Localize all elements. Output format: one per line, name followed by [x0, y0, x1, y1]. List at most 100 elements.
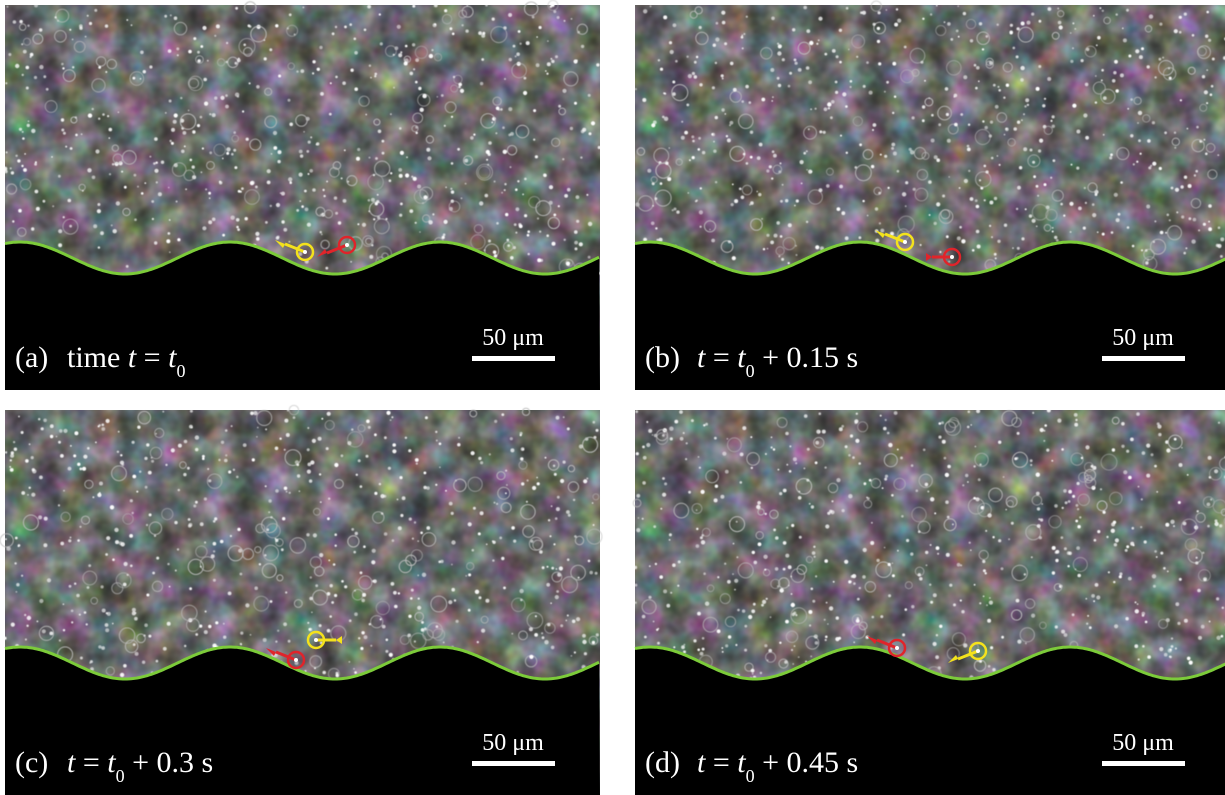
particle	[225, 105, 229, 109]
particle	[688, 74, 692, 78]
particle	[553, 543, 555, 545]
particle	[107, 115, 109, 117]
particle	[471, 451, 475, 455]
particle	[107, 612, 111, 616]
particle	[1125, 617, 1128, 620]
particle	[636, 528, 640, 532]
particle	[169, 100, 172, 103]
particle	[692, 156, 695, 159]
particle	[472, 549, 475, 552]
particle	[1004, 134, 1006, 136]
particle	[240, 632, 243, 635]
particle	[1076, 504, 1079, 507]
particle	[248, 24, 251, 27]
particle	[130, 499, 133, 502]
particle	[178, 489, 180, 491]
particle	[80, 657, 83, 660]
particle	[809, 624, 811, 626]
particle	[736, 521, 738, 523]
particle	[124, 186, 127, 189]
particle	[524, 77, 527, 80]
scale-label: 50 μm	[1112, 325, 1174, 351]
particle	[961, 610, 964, 613]
particle	[349, 661, 351, 663]
particle	[390, 172, 392, 174]
particle	[1180, 99, 1182, 101]
particle	[192, 130, 195, 133]
particle	[575, 247, 578, 250]
particle	[417, 540, 419, 542]
particle	[740, 481, 743, 484]
particle	[207, 60, 209, 62]
particle	[1132, 245, 1135, 248]
particle	[754, 561, 758, 565]
particle	[112, 558, 115, 561]
particle	[918, 530, 921, 533]
particle	[859, 236, 862, 239]
particle	[319, 473, 321, 475]
particle	[58, 229, 62, 233]
particle	[240, 191, 242, 193]
particle	[810, 108, 812, 110]
particle	[416, 463, 418, 465]
particle	[342, 81, 346, 85]
particle	[434, 4, 438, 8]
particle	[751, 669, 755, 673]
particle	[984, 165, 987, 168]
particle	[360, 485, 363, 488]
particle	[1109, 156, 1112, 159]
particle	[1151, 453, 1154, 456]
particle	[902, 192, 906, 196]
particle	[750, 131, 753, 134]
particle	[1036, 185, 1039, 188]
particle	[458, 83, 462, 87]
particle	[287, 409, 289, 411]
particle	[526, 501, 528, 503]
particle	[452, 33, 455, 36]
particle	[574, 651, 576, 653]
particle	[510, 437, 513, 440]
particle	[879, 222, 881, 224]
particle	[515, 188, 518, 191]
particle	[29, 487, 31, 489]
particle	[18, 416, 20, 418]
particle	[688, 491, 691, 494]
particle	[305, 208, 309, 212]
particle	[727, 138, 731, 142]
particle	[724, 563, 726, 565]
particle	[978, 478, 981, 481]
particle	[783, 541, 787, 545]
particle	[818, 17, 822, 21]
particle	[1029, 214, 1032, 217]
particle	[89, 22, 92, 25]
particle	[484, 249, 486, 251]
particle	[746, 16, 748, 18]
particle	[935, 655, 939, 659]
particle	[425, 416, 428, 419]
particle	[5, 538, 7, 540]
particle	[1010, 24, 1013, 27]
particle	[788, 262, 790, 264]
particle	[804, 414, 808, 418]
particle	[414, 521, 416, 523]
particle	[27, 616, 31, 620]
particle	[735, 644, 737, 646]
particle	[1008, 538, 1010, 540]
particle	[93, 224, 97, 228]
particle	[39, 28, 42, 31]
particle	[1057, 8, 1059, 10]
particle	[826, 602, 828, 604]
particle	[928, 97, 930, 99]
particle	[893, 152, 897, 156]
particle	[910, 150, 914, 154]
particle	[1220, 237, 1224, 241]
particle	[212, 113, 216, 117]
particle	[369, 623, 371, 625]
particle	[836, 616, 839, 619]
particle	[1021, 237, 1024, 240]
particle	[450, 27, 453, 30]
particle	[897, 449, 899, 451]
particle	[985, 126, 988, 129]
particle	[869, 91, 873, 95]
particle	[936, 634, 938, 636]
